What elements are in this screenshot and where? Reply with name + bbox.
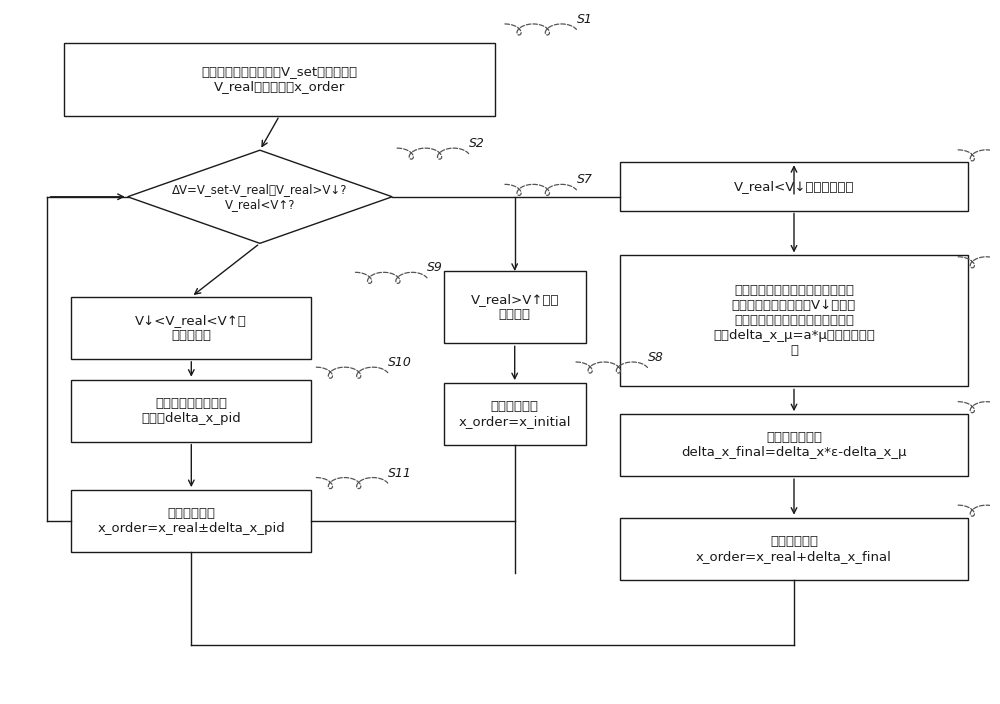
Text: S7: S7 xyxy=(576,173,592,187)
Text: 输入数据为：设定速度V_set、当前速度
V_real、油门开度x_order: 输入数据为：设定速度V_set、当前速度 V_real、油门开度x_order xyxy=(201,65,358,94)
Text: 油门开度输出
x_order=x_real+delta_x_final: 油门开度输出 x_order=x_real+delta_x_final xyxy=(696,534,892,562)
Text: S8: S8 xyxy=(647,351,663,364)
Text: 根据加速度确定油门
调节值delta_x_pid: 根据加速度确定油门 调节值delta_x_pid xyxy=(141,396,241,425)
Polygon shape xyxy=(128,150,392,244)
Bar xyxy=(71,379,311,441)
Text: S9: S9 xyxy=(427,261,443,275)
Bar xyxy=(444,383,586,445)
Text: 油门开度输出
x_order=x_initial: 油门开度输出 x_order=x_initial xyxy=(458,400,571,428)
Text: 若某采集周期的实际速度与上个周
期实际速度的差值大于V↓与该采
集周期的实际速度的差值，则需要
计算delta_x_μ=a*μ，否则此项为
零: 若某采集周期的实际速度与上个周 期实际速度的差值大于V↓与该采 集周期的实际速度… xyxy=(713,284,875,358)
Text: S1: S1 xyxy=(576,13,592,26)
Bar xyxy=(620,414,968,476)
Bar xyxy=(71,297,311,359)
Bar xyxy=(444,271,586,344)
Text: V_real<V↓，即加速阶段: V_real<V↓，即加速阶段 xyxy=(734,180,854,193)
Bar xyxy=(620,517,968,579)
Text: ΔV=V_set-V_real，V_real>V↓?
V_real<V↑?: ΔV=V_set-V_real，V_real>V↓? V_real<V↑? xyxy=(172,183,348,210)
Bar xyxy=(620,162,968,210)
Text: 油门开度输出
x_order=x_real±delta_x_pid: 油门开度输出 x_order=x_real±delta_x_pid xyxy=(97,507,285,535)
Text: S11: S11 xyxy=(388,467,412,479)
Text: 油门开度调节值
delta_x_final=delta_x*ε-delta_x_μ: 油门开度调节值 delta_x_final=delta_x*ε-delta_x_… xyxy=(681,431,907,459)
Bar xyxy=(71,490,311,552)
Text: V_real>V↑，即
减速阶段: V_real>V↑，即 减速阶段 xyxy=(470,293,559,321)
Text: V↓<V_real<V↑，
即平衡阶段: V↓<V_real<V↑， 即平衡阶段 xyxy=(135,314,247,342)
Bar xyxy=(620,256,968,386)
Text: S2: S2 xyxy=(469,137,485,150)
Text: S10: S10 xyxy=(388,356,412,369)
Bar xyxy=(64,43,495,115)
